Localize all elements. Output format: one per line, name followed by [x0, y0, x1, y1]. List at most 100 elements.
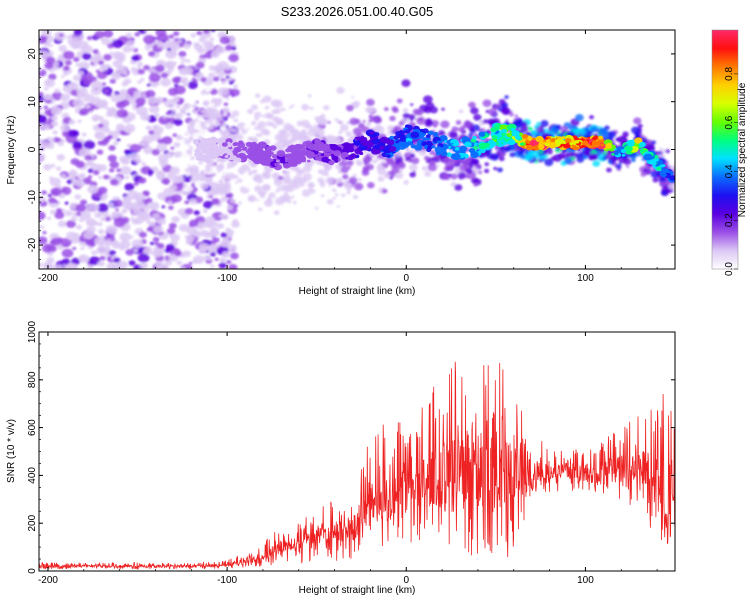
heatmap-cell	[576, 152, 583, 158]
heatmap-cell	[605, 143, 612, 149]
heatmap-cell	[275, 188, 280, 193]
heatmap-cell	[119, 166, 132, 175]
heatmap-cell	[341, 193, 346, 198]
heatmap-cell	[227, 244, 237, 253]
heatmap-cell	[74, 194, 82, 200]
heatmap-cell	[43, 105, 49, 110]
heatmap-cell	[212, 76, 220, 82]
heatmap-cell	[154, 96, 165, 105]
heatmap-cell	[219, 36, 230, 45]
heatmap-cell	[180, 161, 189, 169]
heatmap-cell	[243, 124, 250, 130]
heatmap-cell	[626, 139, 635, 147]
heatmap-cell	[499, 145, 506, 151]
heatmap-cell	[538, 150, 544, 154]
heatmap-cell	[192, 230, 202, 237]
heatmap-cell	[411, 157, 420, 165]
heatmap-cell	[169, 113, 176, 118]
heatmap-cell	[545, 139, 551, 143]
heatmap-cell	[196, 30, 202, 36]
heatmap-cell	[408, 114, 416, 121]
heatmap-cell	[643, 153, 653, 161]
heatmap-cell	[383, 172, 391, 179]
heatmap-cell	[223, 182, 231, 189]
heatmap-cell	[41, 190, 47, 195]
heatmap-cell	[43, 261, 52, 268]
heatmap-cell	[62, 65, 70, 71]
heatmap-cell	[214, 257, 219, 261]
heatmap-cell	[86, 35, 93, 41]
heatmap-cell	[321, 156, 329, 163]
heatmap-cell	[307, 128, 317, 137]
heatmap-cell	[87, 203, 100, 213]
heatmap-cell	[213, 182, 217, 186]
heatmap-cell	[124, 149, 131, 155]
heatmap-cell	[631, 126, 641, 135]
heatmap-cell	[509, 152, 516, 158]
heatmap-cell	[143, 64, 150, 71]
heatmap-cell	[589, 115, 595, 120]
heatmap-cell	[161, 205, 166, 209]
heatmap-cell	[237, 166, 247, 174]
heatmap-cell	[167, 87, 179, 96]
heatmap-cell	[43, 86, 49, 91]
heatmap-cell	[100, 38, 105, 42]
heatmap-cell	[129, 152, 141, 161]
heatmap-cell	[337, 177, 343, 183]
colorbar-tick-label: 0.6	[724, 115, 735, 129]
heatmap-cell	[561, 149, 567, 154]
heatmap-cell	[563, 157, 573, 165]
heatmap-cell	[180, 157, 186, 162]
heatmap-cell	[402, 108, 409, 113]
heatmap-cell	[72, 212, 78, 217]
heatmap-cell	[167, 47, 172, 51]
heatmap-cell	[64, 210, 73, 217]
heatmap-cell	[317, 129, 326, 136]
heatmap-cell	[112, 141, 119, 146]
heatmap-cell	[108, 168, 115, 173]
heatmap-cell	[345, 104, 354, 112]
heatmap-cell	[403, 180, 409, 185]
heatmap-cell	[247, 136, 254, 142]
heatmap-cell	[421, 165, 428, 171]
heatmap-cell	[135, 104, 140, 108]
heatmap-cell	[423, 155, 430, 161]
heatmap-cell	[241, 129, 248, 135]
heatmap-cell	[144, 115, 151, 121]
heatmap-cell	[389, 115, 396, 122]
heatmap-cell	[112, 39, 124, 49]
heatmap-cell	[232, 128, 238, 134]
heatmap-cell	[45, 56, 56, 64]
heatmap-cell	[184, 132, 188, 136]
heatmap-cell	[271, 154, 278, 159]
heatmap-cell	[113, 257, 121, 263]
heatmap-cell	[255, 133, 261, 138]
heatmap-cell	[253, 143, 259, 148]
heatmap-cell	[668, 164, 673, 168]
heatmap-cell	[472, 124, 481, 131]
heatmap-cell	[106, 262, 117, 269]
heatmap-cell	[237, 178, 243, 183]
heatmap-cell	[243, 146, 248, 150]
heatmap-cell	[75, 203, 86, 212]
heatmap-cell	[186, 125, 192, 129]
heatmap-cell	[187, 94, 191, 98]
heatmap-cell	[250, 120, 257, 126]
heatmap-cell	[121, 81, 129, 87]
heatmap-cell	[245, 141, 253, 148]
heatmap-cell	[80, 246, 85, 251]
heatmap-cell	[223, 175, 232, 183]
heatmap-cell	[395, 130, 402, 137]
heatmap-cell	[211, 205, 219, 212]
heatmap-cell	[398, 168, 403, 173]
heatmap-cell	[285, 184, 295, 193]
heatmap-cell	[133, 181, 139, 186]
heatmap-cell	[345, 182, 353, 189]
heatmap-cell	[171, 194, 182, 203]
heatmap-cell	[122, 45, 132, 53]
heatmap-cell	[199, 142, 207, 149]
heatmap-cell	[146, 220, 151, 224]
heatmap-cell	[217, 87, 230, 97]
heatmap-cell	[514, 114, 518, 117]
heatmap-cell	[197, 47, 206, 54]
